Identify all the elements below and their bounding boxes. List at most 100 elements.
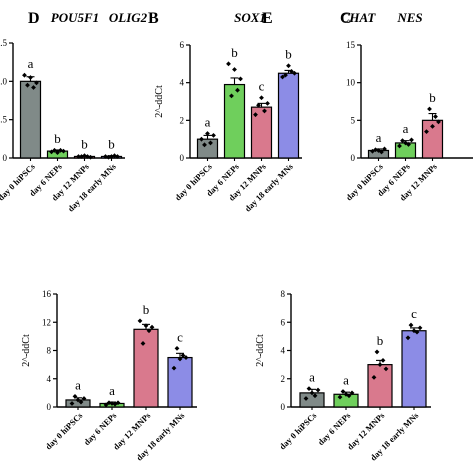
data-point <box>115 400 121 406</box>
y-tick-label: 0 <box>281 402 286 412</box>
significance-letter: a <box>403 121 409 136</box>
data-point <box>177 356 183 362</box>
x-tick-label: day 0 hiPSCs <box>43 410 85 452</box>
data-point <box>81 396 87 401</box>
data-point <box>34 80 39 86</box>
data-point <box>202 142 207 148</box>
significance-letter: a <box>75 377 81 392</box>
bar <box>367 364 393 408</box>
bar <box>167 356 193 408</box>
data-point <box>408 322 414 328</box>
y-tick-label: 6 <box>180 40 185 50</box>
panel-letter: E <box>262 10 273 27</box>
significance-letter: c <box>259 79 265 94</box>
data-point <box>424 129 429 135</box>
y-tick-label: 2 <box>281 374 286 384</box>
chart-title: NES <box>396 10 422 25</box>
significance-letter: a <box>376 130 382 145</box>
data-point <box>235 87 240 93</box>
data-point <box>286 63 291 69</box>
y-tick-label: 5 <box>351 115 356 125</box>
significance-letter: a <box>309 370 315 385</box>
data-point <box>52 147 57 153</box>
data-point <box>349 390 355 396</box>
data-point <box>409 137 414 143</box>
data-point <box>226 61 231 67</box>
data-point <box>61 148 66 154</box>
chart-title: POU5F1 <box>51 10 99 25</box>
x-tick-label: day 18 early MNs <box>243 161 296 214</box>
data-point <box>85 154 90 159</box>
data-point <box>22 72 27 78</box>
data-point <box>55 150 60 156</box>
panel-letter: C <box>340 10 352 27</box>
y-tick-label: 10 <box>346 78 356 88</box>
y-tick-label: 12 <box>42 317 51 327</box>
data-point <box>371 374 377 380</box>
data-point <box>427 106 432 112</box>
y-tick-label: 15 <box>346 40 356 50</box>
bar <box>196 138 219 159</box>
data-point <box>374 349 380 355</box>
chart-title: SOX1 <box>234 10 266 25</box>
data-point <box>69 401 75 406</box>
data-point <box>137 318 143 324</box>
significance-letter: b <box>377 333 384 348</box>
data-point <box>199 136 204 142</box>
data-point <box>106 154 111 160</box>
y-tick-label: 4 <box>281 346 286 356</box>
y-tick-label: 4 <box>47 374 52 384</box>
data-point <box>180 353 186 358</box>
data-point <box>370 148 375 154</box>
data-point <box>171 365 177 371</box>
y-tick-label: 8 <box>47 346 52 356</box>
data-point <box>259 95 264 101</box>
data-point <box>433 114 438 119</box>
data-point <box>417 325 423 331</box>
data-point <box>174 345 180 351</box>
data-point <box>146 328 152 334</box>
data-point <box>140 341 146 346</box>
data-point <box>58 147 63 153</box>
data-point <box>383 366 389 372</box>
data-point <box>346 393 352 399</box>
panel-letter: D <box>28 10 40 27</box>
data-point <box>103 154 108 159</box>
data-point <box>380 357 386 363</box>
data-point <box>377 362 383 368</box>
data-point <box>303 396 309 401</box>
y-tick-label: 0.5 <box>0 115 8 125</box>
y-axis-label: 2^-ddCt <box>21 334 32 367</box>
y-tick-label: 8 <box>281 289 286 299</box>
data-point <box>292 70 297 76</box>
y-tick-label: 0 <box>180 153 185 163</box>
y-tick-label: 6 <box>281 317 286 327</box>
data-point <box>82 153 87 159</box>
data-point <box>49 149 54 155</box>
significance-letter: a <box>28 56 34 71</box>
data-point <box>379 149 384 155</box>
data-point <box>75 397 81 403</box>
x-tick-label: day 0 hiPSCs <box>277 410 319 452</box>
data-point <box>376 148 381 153</box>
panel-letter: B <box>148 10 159 27</box>
bar <box>19 80 42 159</box>
significance-letter: c <box>177 329 183 344</box>
y-tick-label: 4 <box>180 78 185 88</box>
significance-letter: b <box>231 45 238 60</box>
data-point <box>109 401 115 406</box>
data-point <box>229 93 234 99</box>
data-point <box>400 138 405 144</box>
y-tick-label: 2 <box>180 115 185 125</box>
y-tick-label: 16 <box>42 289 52 299</box>
data-point <box>315 387 321 393</box>
data-point <box>232 67 237 72</box>
data-point <box>262 108 267 114</box>
data-point <box>256 102 261 108</box>
data-point <box>143 323 149 329</box>
y-tick-label: 1.0 <box>0 76 8 86</box>
data-point <box>88 154 93 160</box>
